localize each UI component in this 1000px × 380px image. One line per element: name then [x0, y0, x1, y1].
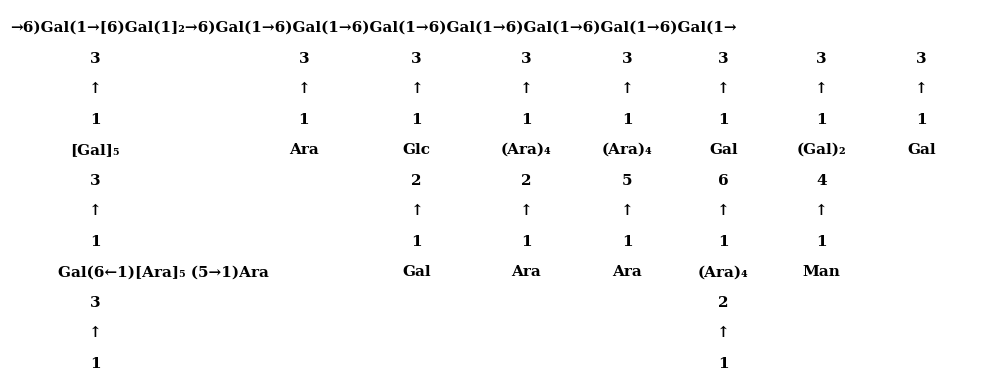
Text: Gal(6←1)[Ara]₅ (5→1)Ara: Gal(6←1)[Ara]₅ (5→1)Ara [58, 265, 269, 279]
Text: 1: 1 [90, 112, 101, 127]
Text: (Ara)₄: (Ara)₄ [698, 265, 749, 279]
Text: 4: 4 [816, 174, 827, 188]
Text: 1: 1 [916, 112, 927, 127]
Text: ↑: ↑ [717, 204, 730, 218]
Text: ↑: ↑ [410, 204, 423, 218]
Text: 1: 1 [521, 112, 532, 127]
Text: 2: 2 [718, 296, 729, 310]
Text: 1: 1 [816, 112, 827, 127]
Text: ↑: ↑ [717, 326, 730, 340]
Text: ↑: ↑ [298, 82, 310, 96]
Text: ↑: ↑ [815, 82, 828, 96]
Text: 2: 2 [411, 174, 422, 188]
Text: Gal: Gal [402, 265, 431, 279]
Text: 3: 3 [90, 52, 101, 65]
Text: 3: 3 [90, 296, 101, 310]
Text: 1: 1 [718, 357, 729, 371]
Text: 3: 3 [718, 52, 729, 65]
Text: (Ara)₄: (Ara)₄ [501, 143, 552, 157]
Text: Ara: Ara [613, 265, 642, 279]
Text: 1: 1 [299, 112, 309, 127]
Text: ↑: ↑ [621, 82, 634, 96]
Text: 5: 5 [622, 174, 633, 188]
Text: ↑: ↑ [89, 82, 102, 96]
Text: 3: 3 [90, 174, 101, 188]
Text: 1: 1 [718, 235, 729, 249]
Text: ↑: ↑ [410, 82, 423, 96]
Text: 6: 6 [718, 174, 729, 188]
Text: Ara: Ara [289, 143, 319, 157]
Text: ↑: ↑ [89, 326, 102, 340]
Text: Gal: Gal [907, 143, 936, 157]
Text: 3: 3 [916, 52, 927, 65]
Text: 1: 1 [411, 112, 422, 127]
Text: 1: 1 [622, 235, 633, 249]
Text: →6)Gal(1→[6)Gal(1]₂→6)Gal(1→6)Gal(1→6)Gal(1→6)Gal(1→6)Gal(1→6)Gal(1→6)Gal(1→: →6)Gal(1→[6)Gal(1]₂→6)Gal(1→6)Gal(1→6)Ga… [10, 21, 737, 35]
Text: ↑: ↑ [915, 82, 928, 96]
Text: ↑: ↑ [621, 204, 634, 218]
Text: 1: 1 [90, 235, 101, 249]
Text: ↑: ↑ [520, 204, 533, 218]
Text: (Ara)₄: (Ara)₄ [602, 143, 653, 157]
Text: Gal: Gal [709, 143, 738, 157]
Text: 3: 3 [299, 52, 309, 65]
Text: ↑: ↑ [717, 82, 730, 96]
Text: 2: 2 [521, 174, 532, 188]
Text: 1: 1 [816, 235, 827, 249]
Text: Glc: Glc [403, 143, 431, 157]
Text: (Gal)₂: (Gal)₂ [797, 143, 846, 157]
Text: ↑: ↑ [520, 82, 533, 96]
Text: 1: 1 [411, 235, 422, 249]
Text: 1: 1 [622, 112, 633, 127]
Text: Man: Man [803, 265, 840, 279]
Text: 3: 3 [521, 52, 532, 65]
Text: 3: 3 [411, 52, 422, 65]
Text: [Gal]₅: [Gal]₅ [71, 143, 120, 157]
Text: ↑: ↑ [815, 204, 828, 218]
Text: 3: 3 [816, 52, 827, 65]
Text: 3: 3 [622, 52, 633, 65]
Text: Ara: Ara [512, 265, 541, 279]
Text: ↑: ↑ [89, 204, 102, 218]
Text: 1: 1 [521, 235, 532, 249]
Text: 1: 1 [718, 112, 729, 127]
Text: 1: 1 [90, 357, 101, 371]
